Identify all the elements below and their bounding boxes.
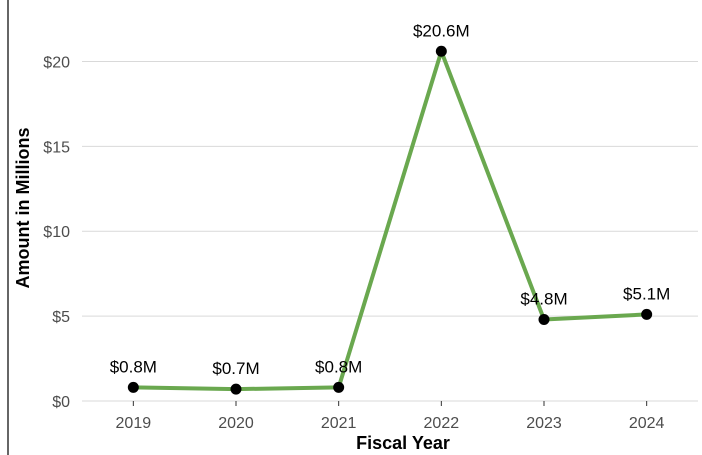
series-group — [131, 49, 649, 392]
data-point — [435, 45, 447, 57]
y-tick-label: $20 — [43, 54, 70, 71]
data-labels: $0.8M $0.7M $0.8M $20.6M $4.8M $5.1M — [110, 21, 671, 378]
y-axis-title: Amount in Millions — [13, 128, 33, 289]
data-point — [641, 308, 653, 320]
data-label: $0.8M — [110, 357, 157, 376]
data-point — [538, 314, 550, 326]
series-line — [131, 49, 649, 392]
data-point — [127, 381, 139, 393]
y-axis-ticks: $0 $5 $10 $15 $20 — [43, 54, 70, 411]
x-tick-label: 2020 — [218, 415, 254, 432]
data-label: $5.1M — [623, 284, 670, 303]
x-tick-label: 2024 — [629, 415, 665, 432]
y-tick-label: $0 — [52, 394, 70, 411]
x-tick-label: 2023 — [526, 415, 562, 432]
data-point — [333, 381, 345, 393]
y-tick-label: $15 — [43, 139, 70, 156]
data-points — [127, 45, 653, 395]
y-tick-label: $10 — [43, 224, 70, 241]
x-tick-label: 2019 — [116, 415, 152, 432]
data-label: $0.8M — [315, 357, 362, 376]
data-label: $4.8M — [520, 290, 567, 309]
y-tick-label: $5 — [52, 309, 70, 326]
gridlines — [82, 60, 698, 402]
data-point — [230, 383, 242, 395]
x-axis-title: Fiscal Year — [356, 433, 450, 453]
x-tick-label: 2022 — [424, 415, 460, 432]
x-tick-label: 2021 — [321, 415, 357, 432]
data-label: $20.6M — [413, 21, 470, 40]
data-label: $0.7M — [212, 359, 259, 378]
x-axis-ticks: 2019 2020 2021 2022 2023 2024 — [116, 401, 665, 432]
